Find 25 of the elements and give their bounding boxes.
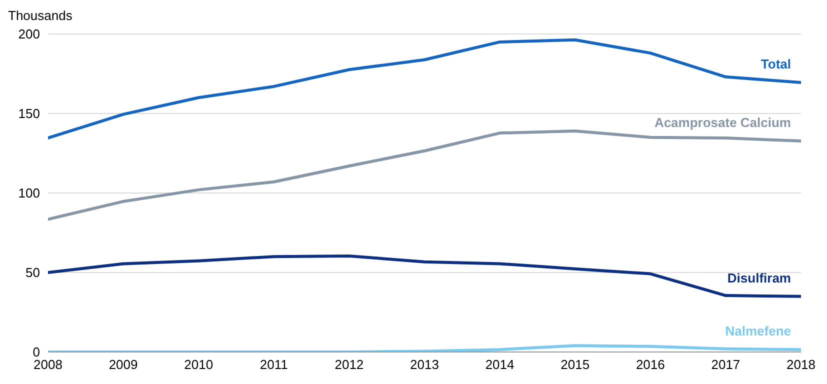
x-tick-label: 2010 [184, 357, 214, 372]
y-tick-label: 200 [18, 26, 40, 42]
x-tick-label: 2017 [711, 357, 740, 372]
x-tick-label: 2008 [34, 357, 62, 372]
line-series [48, 254, 801, 298]
x-tick-label: 2018 [786, 357, 816, 372]
x-tick-label: 2009 [108, 357, 138, 372]
y-axis-title: Thousands [8, 8, 72, 23]
x-tick-label: 2011 [260, 357, 288, 372]
line-series [48, 38, 801, 140]
series-label: Acamprosate Calcium [654, 115, 791, 130]
series-label: Nalmefene [725, 324, 791, 339]
series-label: Disulfiram [727, 270, 791, 286]
line-series [48, 129, 801, 221]
line-series [48, 344, 801, 352]
x-tick-label: 2013 [410, 357, 439, 372]
y-tick-label: 50 [26, 265, 40, 280]
y-tick-label: 0 [32, 344, 40, 360]
series-label: Total [760, 56, 791, 72]
y-tick-label: 100 [18, 186, 40, 201]
x-tick-label: 2015 [560, 357, 590, 372]
x-tick-label: 2012 [334, 357, 364, 372]
y-tick-label: 150 [18, 106, 40, 122]
x-tick-label: 2016 [636, 357, 665, 372]
x-tick-label: 2014 [485, 357, 514, 372]
